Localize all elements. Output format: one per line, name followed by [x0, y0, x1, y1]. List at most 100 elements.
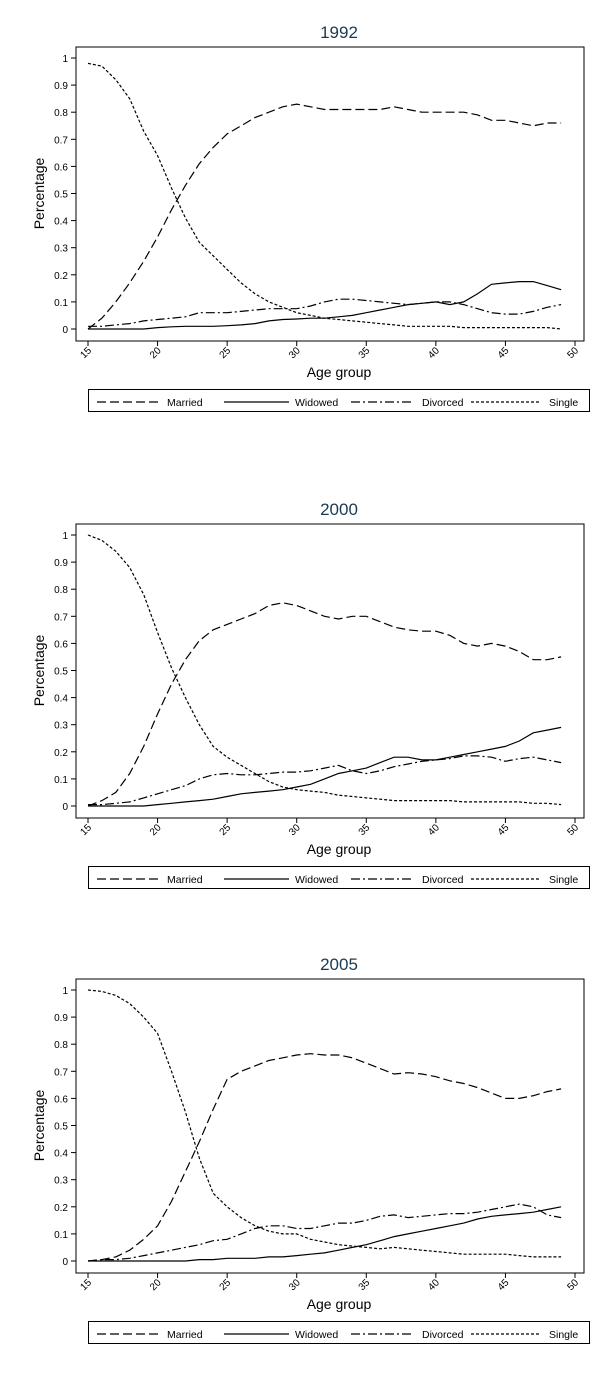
x-tick-label: 45 — [496, 345, 512, 361]
y-tick-label: 1 — [62, 54, 68, 65]
x-tick-label: 35 — [357, 345, 373, 361]
y-tick-label: 0 — [62, 325, 68, 336]
x-axis-label: Age group — [307, 364, 372, 380]
series-line-divorced — [87, 1203, 562, 1262]
y-tick-label: 0 — [62, 1257, 68, 1268]
x-tick-label: 40 — [426, 822, 442, 838]
y-tick-label: 0.2 — [54, 748, 68, 759]
legend-label-single: Single — [549, 1329, 578, 1341]
legend-svg: Married Widowed Divorced Single — [97, 397, 578, 409]
x-tick-label: 25 — [218, 345, 234, 361]
series-line-single — [87, 989, 562, 1258]
y-tick-label: 0.2 — [54, 1203, 68, 1214]
y-tick-label: 0.9 — [54, 1013, 68, 1024]
chart-title: 2005 — [320, 955, 358, 974]
series-line-single — [87, 534, 562, 806]
legend-label-divorced: Divorced — [422, 1329, 464, 1341]
y-tick-label: 0.7 — [54, 612, 68, 623]
series-line-married — [87, 1053, 562, 1262]
y-tick-label: 0.4 — [54, 217, 68, 228]
legend-label-married: Married — [167, 1329, 203, 1341]
y-tick-label: 0.4 — [54, 1149, 68, 1160]
series-line-divorced — [88, 755, 562, 806]
chart-svg: 2000 0 0.1 0.2 0.3 0.4 0.5 0.6 0.7 0.8 0.9 1 15 20 25 3… — [31, 500, 585, 857]
y-tick-label: 0.1 — [54, 1230, 68, 1241]
x-tick-label: 30 — [287, 345, 303, 361]
x-tick-label: 25 — [218, 822, 234, 838]
legend-label-divorced: Divorced — [422, 874, 464, 886]
chart-title: 1992 — [320, 23, 358, 42]
x-tick-label: 40 — [426, 1277, 442, 1293]
legend-label-widowed: Widowed — [295, 1329, 338, 1341]
legend-svg: Married Widowed Divorced Single — [97, 874, 578, 886]
chart-legend: Married Widowed Divorced Single — [88, 866, 590, 889]
x-tick-label: 15 — [78, 1277, 94, 1293]
x-tick-label: 15 — [78, 822, 94, 838]
chart-panel-2000: 2000 0 0.1 0.2 0.3 0.4 0.5 0.6 0.7 0.8 0.9 1 15 20 25 3… — [0, 477, 603, 939]
x-tick-label: 45 — [496, 822, 512, 838]
y-tick-label: 0.6 — [54, 162, 68, 173]
y-tick-label: 0.9 — [54, 558, 68, 569]
y-tick-label: 0.1 — [54, 298, 68, 309]
y-tick-label: 0.5 — [54, 190, 68, 201]
y-tick-label: 0.3 — [54, 721, 68, 732]
y-tick-label: 0.8 — [54, 108, 68, 119]
y-axis-label: Percentage — [31, 1089, 47, 1161]
y-tick-label: 0.8 — [54, 585, 68, 596]
y-tick-label: 0.7 — [54, 1067, 68, 1078]
x-tick-label: 20 — [148, 1277, 164, 1293]
x-tick-label: 50 — [565, 1277, 581, 1293]
series-line-widowed — [88, 281, 562, 330]
y-tick-label: 1 — [62, 986, 68, 997]
y-tick-label: 0.4 — [54, 694, 68, 705]
plot-frame — [75, 523, 585, 819]
x-tick-label: 30 — [287, 822, 303, 838]
x-tick-label: 25 — [218, 1277, 234, 1293]
x-tick-label: 40 — [426, 345, 442, 361]
y-tick-label: 0.3 — [54, 244, 68, 255]
y-tick-label: 0 — [62, 802, 68, 813]
chart-legend: Married Widowed Divorced Single — [88, 389, 590, 412]
chart-panel-1992: 1992 0 0.1 0.2 0.3 0.4 0.5 0.6 0.7 0.8 0.9 1 15 20 25 3… — [0, 0, 603, 462]
legend-label-divorced: Divorced — [422, 397, 464, 409]
y-tick-label: 1 — [62, 531, 68, 542]
x-tick-label: 20 — [148, 822, 164, 838]
y-tick-label: 0.5 — [54, 1122, 68, 1133]
y-tick-label: 0.9 — [54, 81, 68, 92]
y-tick-label: 0.2 — [54, 271, 68, 282]
x-axis-label: Age group — [307, 841, 372, 857]
legend-label-married: Married — [167, 397, 203, 409]
plot-frame — [75, 978, 585, 1274]
x-tick-label: 45 — [496, 1277, 512, 1293]
y-tick-label: 0.5 — [54, 667, 68, 678]
legend-label-married: Married — [167, 874, 203, 886]
x-tick-label: 50 — [565, 345, 581, 361]
legend-label-widowed: Widowed — [295, 397, 338, 409]
x-tick-label: 50 — [565, 822, 581, 838]
chart-legend: Married Widowed Divorced Single — [88, 1321, 590, 1344]
legend-svg: Married Widowed Divorced Single — [97, 1329, 578, 1341]
x-tick-label: 30 — [287, 1277, 303, 1293]
y-axis-label: Percentage — [31, 157, 47, 229]
y-tick-label: 0.6 — [54, 1094, 68, 1105]
y-tick-label: 0.1 — [54, 775, 68, 786]
chart-svg: 2005 0 0.1 0.2 0.3 0.4 0.5 0.6 0.7 0.8 0.9 1 15 20 25 3… — [31, 955, 585, 1312]
chart-panel-2005: 2005 0 0.1 0.2 0.3 0.4 0.5 0.6 0.7 0.8 0.9 1 15 20 25 3… — [0, 932, 603, 1394]
x-tick-label: 15 — [78, 345, 94, 361]
x-axis-label: Age group — [307, 1296, 372, 1312]
chart-svg: 1992 0 0.1 0.2 0.3 0.4 0.5 0.6 0.7 0.8 0.9 1 15 20 25 3… — [31, 23, 585, 380]
y-tick-label: 0.3 — [54, 1176, 68, 1187]
y-tick-label: 0.8 — [54, 1040, 68, 1051]
y-tick-label: 0.7 — [54, 135, 68, 146]
series-line-widowed — [88, 726, 562, 807]
series-line-married — [87, 602, 562, 807]
legend-label-widowed: Widowed — [295, 874, 338, 886]
chart-title: 2000 — [320, 500, 358, 519]
x-tick-label: 35 — [357, 1277, 373, 1293]
x-tick-label: 35 — [357, 822, 373, 838]
x-tick-label: 20 — [148, 345, 164, 361]
y-axis-label: Percentage — [31, 634, 47, 706]
legend-label-single: Single — [549, 397, 578, 409]
series-line-widowed — [88, 1206, 562, 1262]
series-line-single — [87, 62, 562, 330]
